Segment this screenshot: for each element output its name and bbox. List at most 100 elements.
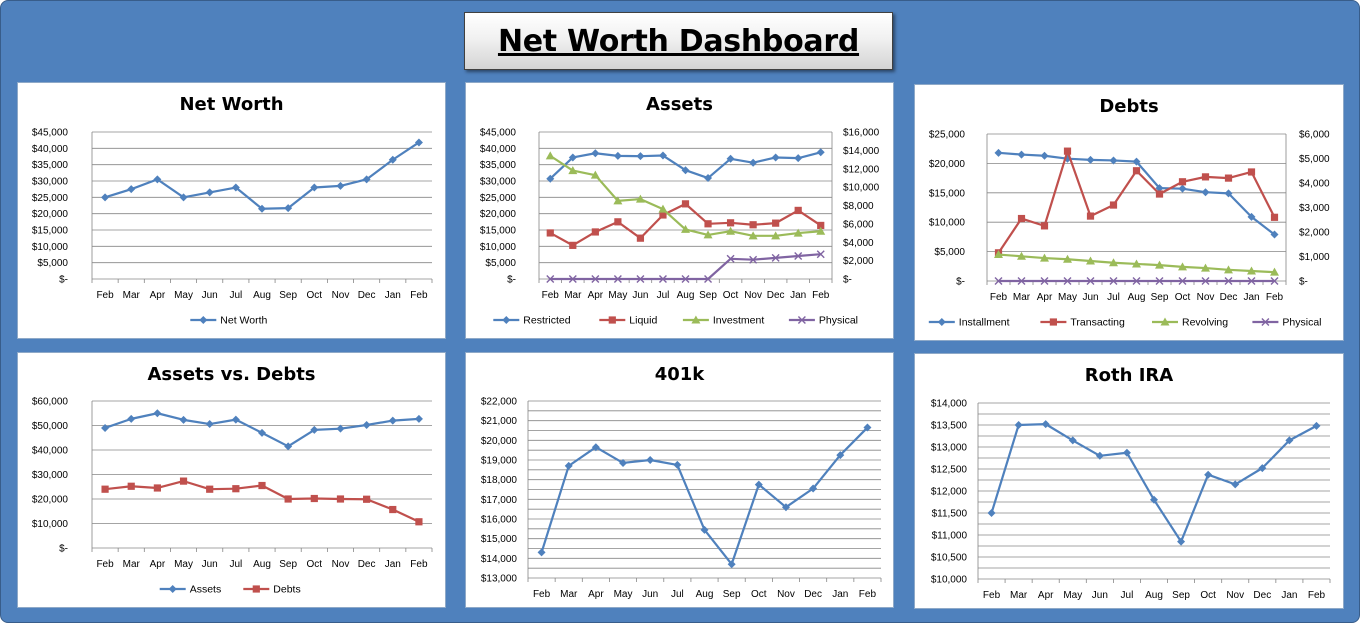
data-point — [771, 153, 780, 162]
y-tick-label: $30,000 — [32, 470, 69, 481]
x-tick-label: Apr — [1037, 292, 1053, 303]
x-tick-label: Sep — [1151, 292, 1169, 303]
debts-chart: $- $5,000 $10,000 $15,000 $20,000 $25,000 $- $1… — [928, 130, 1330, 329]
legend-marker — [502, 316, 511, 324]
legend-label: Physical — [819, 315, 858, 327]
series-physical — [994, 277, 1279, 285]
data-point — [1178, 178, 1187, 186]
data-point — [258, 204, 266, 213]
series-line — [104, 141, 420, 210]
x-tick-label: Mar — [123, 559, 141, 570]
y-tick-label: $- — [59, 275, 68, 286]
y-tick-label: $12,000 — [931, 487, 968, 498]
y-tick-label: $13,000 — [931, 443, 968, 454]
data-point — [726, 254, 735, 263]
y-tick-label: $30,000 — [32, 177, 69, 188]
x-tick-label: Aug — [253, 559, 271, 570]
y-tick-label: $15,000 — [480, 226, 517, 237]
legend-label: Physical — [1282, 317, 1321, 329]
y-tick-label: $14,000 — [931, 399, 968, 410]
401k-chart: $13,000 $14,000 $15,000 $16,000 $17,000 $18,0… — [481, 397, 882, 600]
data-point — [1109, 201, 1118, 209]
x-tick-label: Jul — [1107, 292, 1120, 303]
data-point — [153, 409, 162, 418]
x-tick-label: Nov — [332, 559, 350, 570]
x-tick-label: Aug — [253, 290, 271, 301]
data-point — [1017, 214, 1026, 223]
data-point — [673, 460, 682, 469]
x-tick-label: Feb — [542, 290, 560, 301]
y-tick-label: $17,000 — [481, 495, 518, 506]
data-point — [336, 424, 345, 433]
y-tick-label: $22,000 — [481, 397, 518, 408]
data-point — [613, 151, 622, 160]
data-point — [1109, 156, 1118, 165]
data-point — [658, 275, 667, 283]
data-point — [1068, 436, 1077, 445]
data-point — [179, 193, 188, 202]
data-point — [1040, 222, 1049, 230]
data-point — [205, 420, 214, 429]
data-point — [179, 477, 188, 485]
data-point — [726, 219, 735, 227]
data-point — [1224, 189, 1233, 198]
data-point — [863, 423, 872, 432]
data-point — [1063, 254, 1072, 263]
data-point — [816, 250, 825, 259]
legend-marker — [1049, 318, 1057, 326]
data-point — [564, 461, 573, 470]
x-tick-label: Sep — [723, 589, 741, 600]
data-point — [1270, 267, 1279, 276]
data-point — [681, 200, 690, 208]
y-tick-label: $15,000 — [481, 534, 518, 545]
x-tick-label: May — [1063, 590, 1082, 601]
x-tick-label: Feb — [410, 559, 428, 570]
data-point — [363, 495, 371, 503]
legend-marker — [797, 316, 806, 324]
data-point — [1224, 174, 1233, 182]
data-point — [1178, 184, 1187, 193]
data-point — [635, 194, 645, 203]
data-point — [817, 221, 825, 230]
data-point — [1109, 277, 1118, 285]
data-point — [1258, 464, 1267, 473]
x-tick-label: Aug — [696, 589, 714, 600]
data-point — [1155, 184, 1164, 193]
x-tick-label: Feb — [990, 292, 1008, 303]
y-tick-label: $5,000 — [37, 258, 68, 269]
data-point — [1201, 277, 1210, 285]
y-tick-label: $20,000 — [480, 209, 517, 220]
x-tick-label: May — [174, 290, 193, 301]
legend-label: Restricted — [523, 315, 570, 327]
x-tick-label: Jan — [1281, 590, 1297, 601]
data-point — [793, 228, 803, 237]
dashboard-title: Net Worth Dashboard — [497, 23, 860, 59]
y-tick-label: $21,000 — [481, 416, 518, 427]
x-tick-label: Feb — [812, 290, 830, 301]
data-point — [1270, 213, 1279, 221]
y-tick-label: $35,000 — [480, 160, 517, 171]
y-tick-label: $20,000 — [481, 436, 518, 447]
data-point — [101, 485, 109, 493]
data-point — [681, 275, 690, 283]
legend-marker — [1261, 318, 1270, 326]
x-tick-label: Jul — [671, 589, 684, 600]
x-tick-label: Jun — [632, 290, 648, 301]
legend: Restricted Liquid Investment Physical — [493, 315, 858, 327]
data-point — [816, 226, 826, 235]
y-tick-label: $11,500 — [932, 509, 968, 520]
data-point — [1285, 436, 1294, 445]
data-point — [700, 525, 709, 534]
data-point — [1247, 168, 1256, 176]
data-point — [659, 211, 667, 219]
legend-label: Investment — [713, 315, 764, 327]
data-point — [1247, 212, 1256, 221]
data-point — [231, 415, 240, 424]
data-point — [994, 277, 1003, 285]
series-investment — [545, 151, 826, 240]
x-tick-label: Sep — [699, 290, 717, 301]
y2-tick-label: $2,000 — [843, 256, 874, 267]
data-point — [284, 204, 293, 213]
x-tick-label: Feb — [859, 589, 877, 600]
legend-label: Transacting — [1070, 317, 1125, 329]
